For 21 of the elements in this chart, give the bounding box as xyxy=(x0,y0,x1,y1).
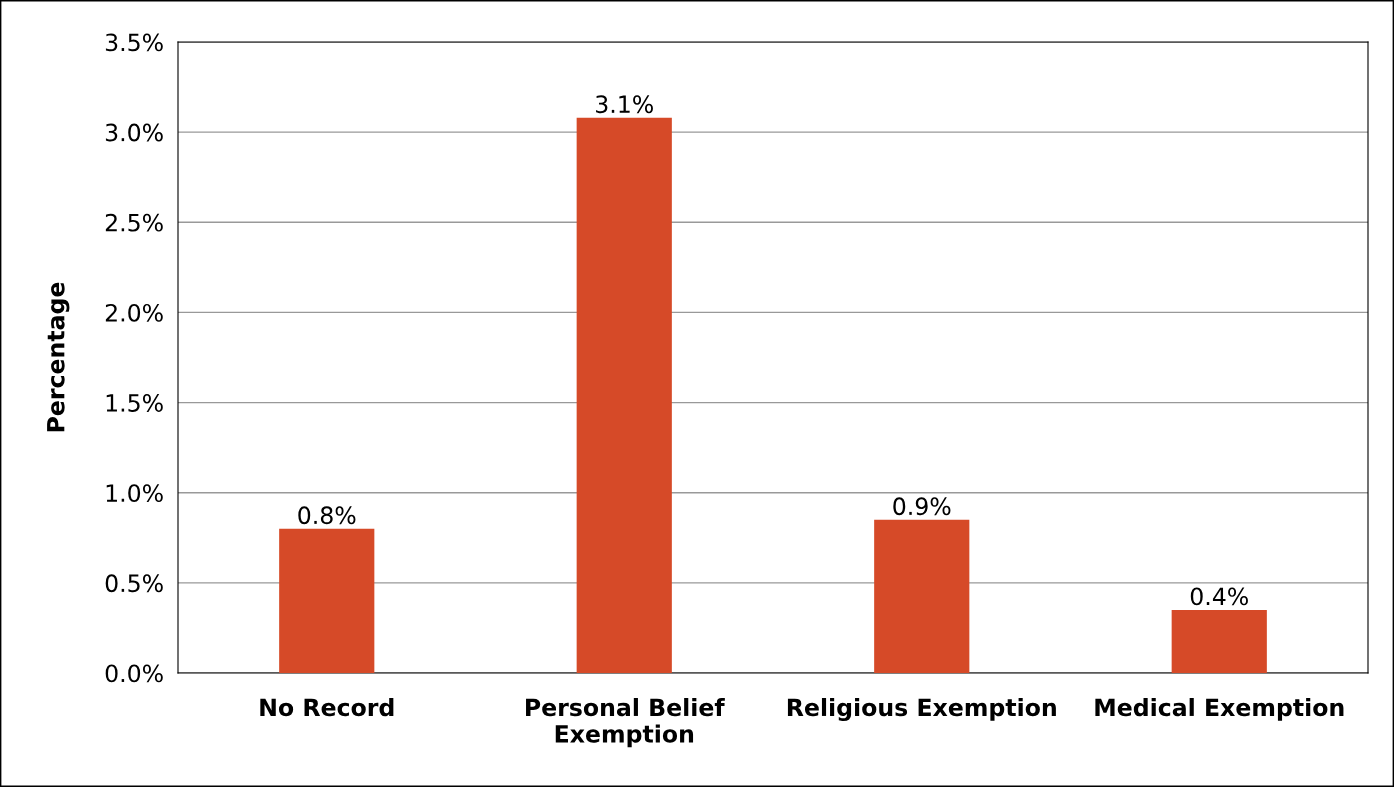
y-tick-label: 1.5% xyxy=(106,394,163,412)
x-tick-label: Medical Exemption xyxy=(1095,698,1344,721)
data-label: 0.8% xyxy=(298,506,356,525)
y-tick-label: 0.5% xyxy=(105,574,163,593)
y-tick-label: 0.0% xyxy=(105,664,163,683)
bar xyxy=(1171,609,1267,673)
x-tick-label: No Record xyxy=(260,698,394,717)
y-tick-label: 3.0% xyxy=(105,123,163,142)
y-tick-label: 1.0% xyxy=(106,484,163,503)
bar xyxy=(576,117,672,673)
data-label: 3.1% xyxy=(596,95,653,114)
y-tick-label: 2.0% xyxy=(105,303,163,322)
bar xyxy=(279,528,375,673)
x-tick-label: Religious Exemption xyxy=(787,698,1056,722)
y-axis-title: Percentage xyxy=(47,282,70,432)
y-tick-label: 3.5% xyxy=(105,33,163,52)
x-tick-label: Personal Belief Exemption xyxy=(526,698,725,748)
data-label: 0.9% xyxy=(893,497,951,516)
y-tick-label: 2.5% xyxy=(105,213,163,232)
data-label: 0.4% xyxy=(1190,587,1248,606)
bar xyxy=(874,519,970,673)
